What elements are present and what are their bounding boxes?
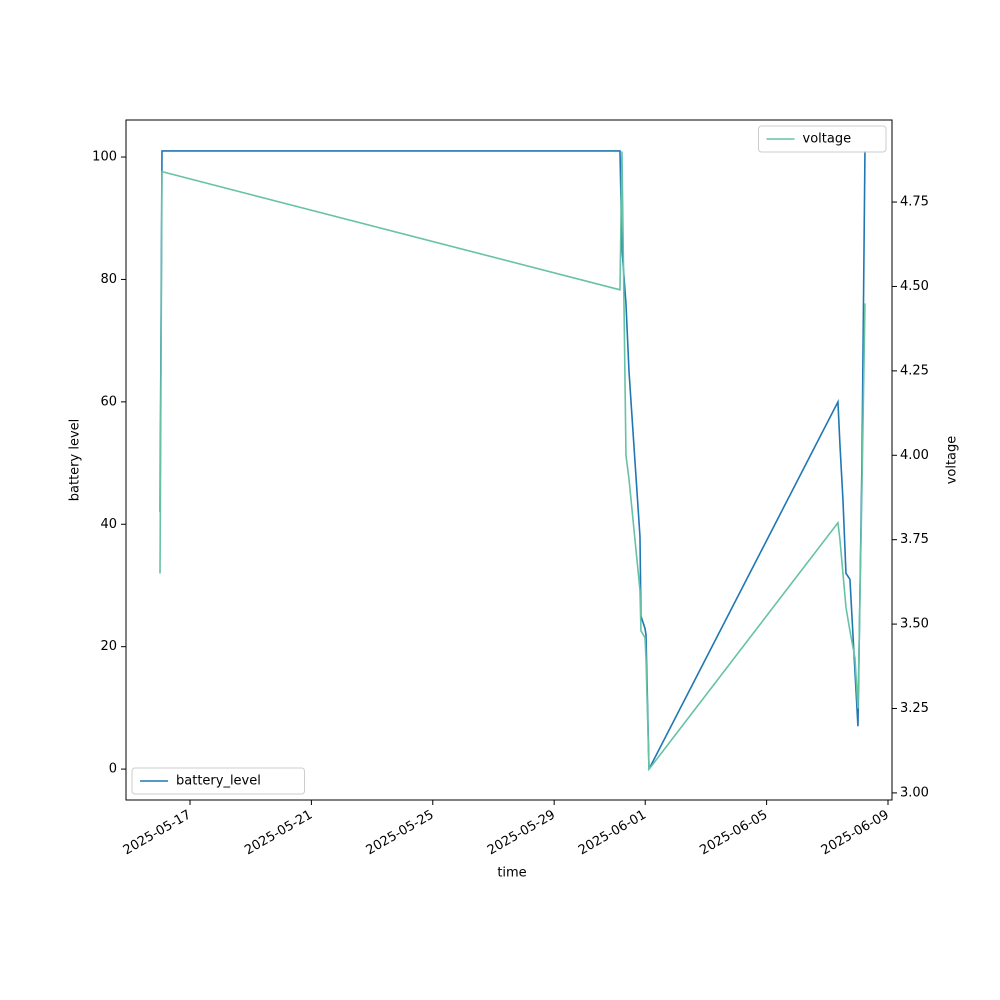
y-tick-label: 0 (109, 762, 117, 777)
y-tick-label: 20 (100, 639, 117, 654)
y-tick-label: 100 (92, 150, 117, 165)
y-tick-label: 40 (100, 517, 117, 532)
y-tick-label: 80 (100, 272, 117, 287)
x-tick-label: 2025-05-17 (121, 808, 194, 859)
y-tick-label: 60 (100, 394, 117, 409)
legend-label: battery_level (176, 774, 261, 789)
series-line (159, 151, 866, 772)
y2-tick-label: 3.25 (900, 701, 929, 716)
legend-label: voltage (803, 132, 852, 147)
series-line (159, 150, 866, 770)
y2-axis-label: voltage (945, 436, 960, 485)
x-tick-label: 2025-05-25 (364, 808, 437, 859)
x-axis-label: time (497, 866, 526, 881)
y2-tick-label: 3.00 (900, 785, 929, 800)
y2-tick-label: 4.50 (900, 279, 929, 294)
x-tick-label: 2025-06-09 (819, 808, 892, 859)
x-tick-label: 2025-05-21 (242, 808, 315, 859)
legend-box (131, 767, 305, 795)
plot-frame (125, 119, 893, 801)
y2-tick-label: 3.75 (900, 532, 929, 547)
y-axis-label: battery level (68, 419, 83, 502)
y2-tick-label: 4.75 (900, 195, 929, 210)
x-tick-label: 2025-05-29 (485, 808, 558, 859)
x-tick-label: 2025-06-01 (576, 808, 649, 859)
legend-box (758, 125, 887, 153)
y2-tick-label: 4.25 (900, 363, 929, 378)
y2-tick-label: 4.00 (900, 448, 929, 463)
y2-tick-label: 3.50 (900, 617, 929, 632)
x-tick-label: 2025-06-05 (697, 808, 770, 859)
